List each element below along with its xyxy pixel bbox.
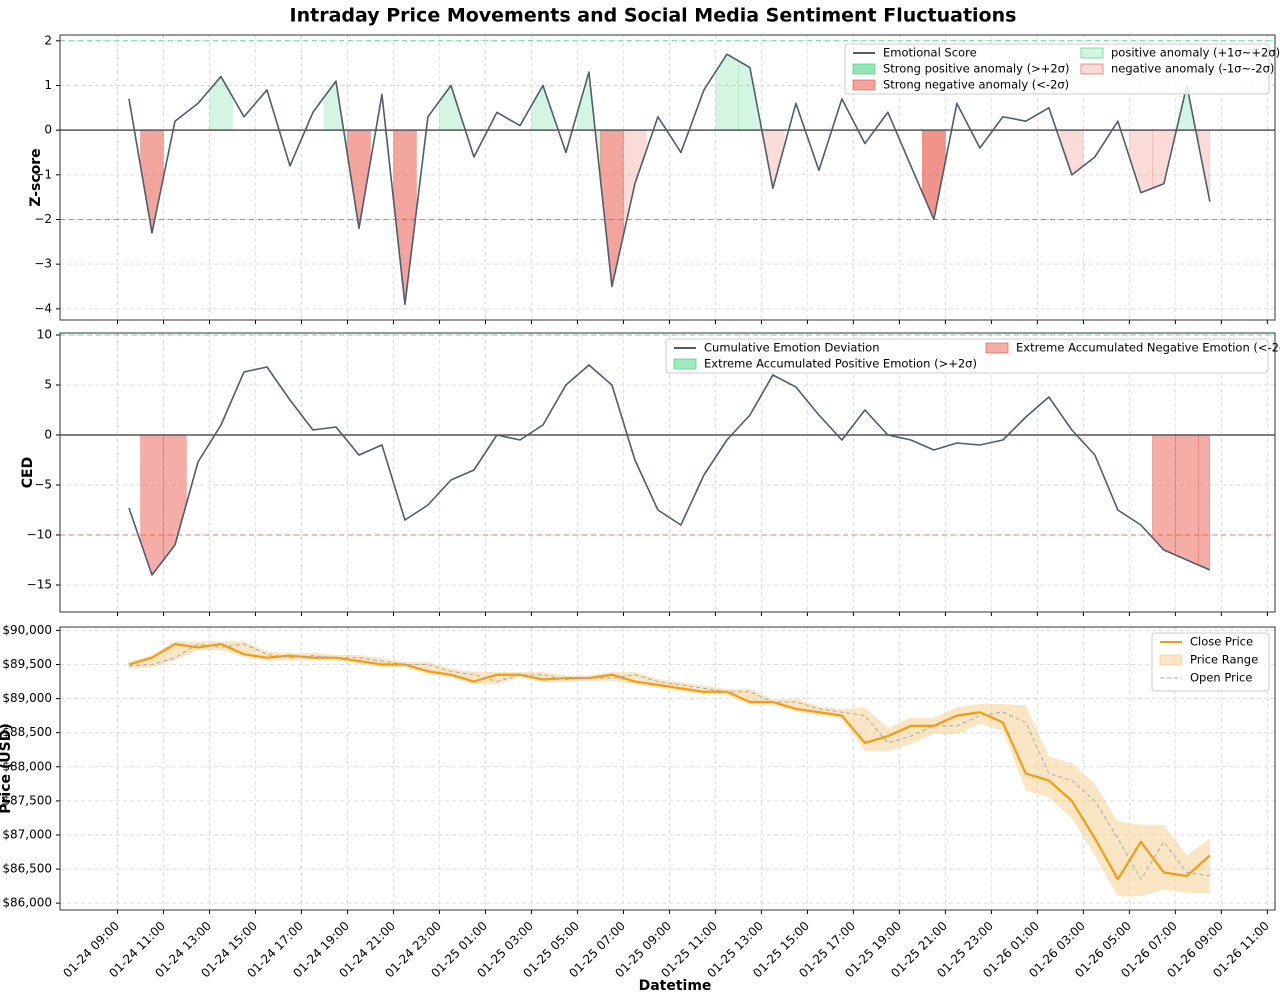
y-tick-label: $87,500 xyxy=(2,793,52,807)
legend-swatch xyxy=(1159,654,1183,666)
plot-area xyxy=(60,333,1275,612)
legend-box xyxy=(665,338,1269,374)
y-tick-label: $88,000 xyxy=(2,759,52,773)
y-tick-label: −10 xyxy=(27,528,52,542)
legend-label: Extreme Accumulated Negative Emotion (<-… xyxy=(1016,341,1280,355)
anomaly-fill xyxy=(1152,434,1176,556)
plot-area xyxy=(60,627,1275,910)
anomaly-fill xyxy=(1175,434,1199,566)
y-tick-label: 10 xyxy=(37,328,52,342)
y-axis-label: Price (USD) xyxy=(0,723,14,814)
legend-swatch xyxy=(852,79,876,91)
y-tick-label: 5 xyxy=(44,378,52,392)
legend-box xyxy=(1151,632,1270,692)
anomaly-fill xyxy=(1198,434,1211,571)
legend-swatch xyxy=(985,342,1009,354)
y-tick-label: 2 xyxy=(44,33,52,47)
y-tick-label: −15 xyxy=(27,578,52,592)
y-tick-label: $89,500 xyxy=(2,657,52,671)
anomaly-fill xyxy=(439,84,463,131)
axes-frame xyxy=(59,34,1276,321)
y-tick-label: $89,000 xyxy=(2,691,52,705)
figure-title: Intraday Price Movements and Social Medi… xyxy=(290,5,1017,27)
anomaly-fill xyxy=(209,76,233,131)
y-tick-label: 0 xyxy=(44,123,52,137)
legend-label: Emotional Score xyxy=(883,46,977,60)
anomaly-fill xyxy=(1152,129,1176,189)
y-tick-label: −5 xyxy=(34,478,52,492)
x-axis-label: Datetime xyxy=(639,978,712,993)
y-tick-label: −3 xyxy=(34,257,52,271)
legend-box xyxy=(844,43,1270,95)
series-line xyxy=(128,642,1211,881)
y-tick-label: −2 xyxy=(34,212,52,226)
y-tick-label: $86,000 xyxy=(2,896,52,910)
y-axis-label: CED xyxy=(20,457,36,488)
legend-label: Strong negative anomaly (<-2σ) xyxy=(883,78,1069,92)
legend-label: Cumulative Emotion Deviation xyxy=(704,341,880,355)
axes-frame xyxy=(59,332,1276,613)
y-tick-label: −4 xyxy=(34,301,52,315)
legend-label: positive anomaly (+1σ~+2σ) xyxy=(1111,46,1280,60)
legend-label: Extreme Accumulated Positive Emotion (>+… xyxy=(704,357,977,371)
anomaly-fill xyxy=(577,72,601,180)
axes-frame xyxy=(59,626,1276,911)
y-tick-label: $88,500 xyxy=(2,725,52,739)
y-tick-label: 1 xyxy=(44,78,52,92)
y-tick-label: $86,500 xyxy=(2,862,52,876)
legend-label: Open Price xyxy=(1190,671,1252,685)
legend-swatch xyxy=(1080,47,1104,59)
y-tick-label: $90,000 xyxy=(2,623,52,637)
legend-label: Close Price xyxy=(1190,635,1253,649)
legend-label: negative anomaly (-1σ~-2σ) xyxy=(1111,62,1274,76)
y-tick-label: $87,000 xyxy=(2,827,52,841)
y-axis-label: Z-score xyxy=(28,148,44,206)
y-tick-label: 0 xyxy=(44,428,52,442)
anomaly-fill xyxy=(1129,129,1153,194)
legend-label: Price Range xyxy=(1190,653,1258,667)
anomaly-fill xyxy=(393,129,417,305)
series-line xyxy=(128,364,1211,576)
y-tick-label: −1 xyxy=(34,167,52,181)
plot-area xyxy=(60,35,1275,320)
legend-swatch xyxy=(852,63,876,75)
legend-label: Strong positive anomaly (>+2σ) xyxy=(883,62,1069,76)
series-line xyxy=(128,643,1210,880)
legend-swatch xyxy=(673,358,697,370)
anomaly-fill xyxy=(163,434,187,561)
legend-swatch xyxy=(1080,63,1104,75)
series-line xyxy=(128,53,1211,306)
